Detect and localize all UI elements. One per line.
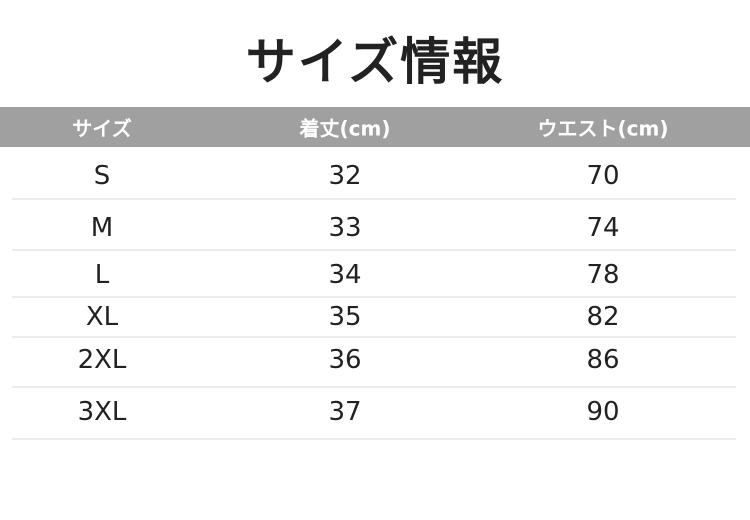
cell-waist: 90 bbox=[586, 397, 620, 427]
cell-length: 35 bbox=[328, 302, 362, 332]
cell-size: 2XL bbox=[77, 345, 127, 375]
cell-waist: 74 bbox=[586, 213, 620, 243]
cell-size: S bbox=[93, 161, 111, 191]
cell-length: 32 bbox=[328, 161, 362, 191]
cell-length: 37 bbox=[328, 397, 362, 427]
row-divider bbox=[12, 386, 736, 388]
cell-waist: 78 bbox=[586, 260, 620, 290]
cell-length: 33 bbox=[328, 213, 362, 243]
row-divider bbox=[12, 249, 736, 251]
cell-size: XL bbox=[85, 302, 119, 332]
cell-waist: 82 bbox=[586, 302, 620, 332]
cell-size: M bbox=[90, 213, 114, 243]
row-divider bbox=[12, 336, 736, 338]
row-divider bbox=[12, 296, 736, 298]
header-length: 着丈(cm) bbox=[299, 116, 391, 141]
cell-length: 36 bbox=[328, 345, 362, 375]
cell-length: 34 bbox=[328, 260, 362, 290]
row-divider bbox=[12, 198, 736, 200]
page-title: サイズ情報 bbox=[245, 33, 505, 91]
cell-waist: 86 bbox=[586, 345, 620, 375]
table-header: サイズ 着丈(cm) ウエスト(cm) bbox=[0, 107, 750, 147]
cell-size: L bbox=[94, 260, 110, 290]
header-waist: ウエスト(cm) bbox=[537, 116, 669, 141]
cell-size: 3XL bbox=[77, 397, 127, 427]
row-divider bbox=[12, 438, 736, 440]
cell-waist: 70 bbox=[586, 161, 620, 191]
header-size: サイズ bbox=[72, 116, 132, 141]
